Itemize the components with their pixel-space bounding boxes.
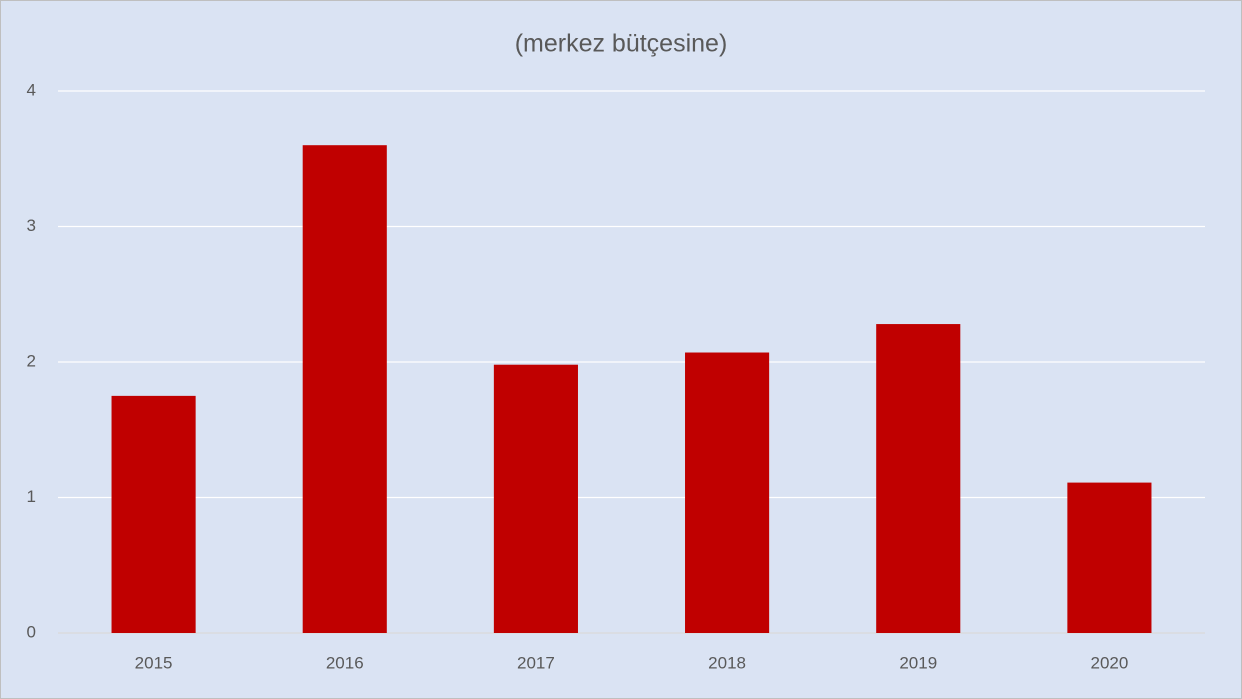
y-tick-label: 0: [27, 622, 36, 641]
bar: [302, 145, 387, 633]
y-tick-label: 2: [27, 351, 36, 370]
bar: [1067, 482, 1152, 633]
x-tick-label: 2020: [1091, 653, 1129, 672]
bar: [876, 324, 961, 633]
bar: [493, 364, 578, 633]
x-tick-label: 2015: [135, 653, 173, 672]
bar: [111, 395, 196, 633]
x-tick-label: 2016: [326, 653, 364, 672]
x-tick-label: 2018: [708, 653, 746, 672]
y-tick-label: 4: [27, 80, 36, 99]
x-tick-label: 2017: [517, 653, 555, 672]
x-tick-label: 2019: [899, 653, 937, 672]
y-tick-label: 1: [27, 487, 36, 506]
chart-title: (merkez bütçesine): [515, 30, 728, 58]
y-tick-label: 3: [27, 216, 36, 235]
bar: [685, 352, 770, 633]
